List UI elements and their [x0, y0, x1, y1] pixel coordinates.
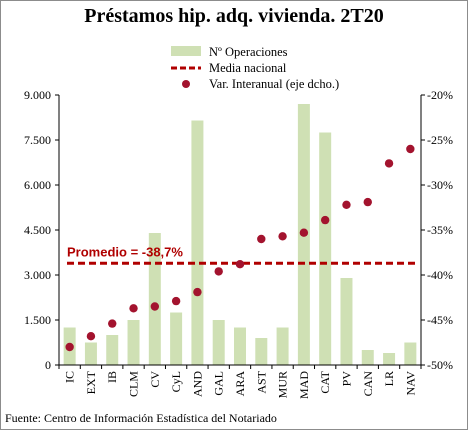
- dot-gal: [214, 267, 223, 276]
- legend: Nº Operaciones Media nacional Var. Interan…: [171, 45, 339, 91]
- left-tick-label: 3.000: [24, 268, 51, 282]
- left-tick-label: 6.000: [24, 178, 51, 192]
- right-tick-label: -40%: [427, 268, 453, 282]
- right-tick-label: -30%: [427, 178, 453, 192]
- dot-ib: [108, 319, 117, 328]
- left-tick-label: 0: [45, 358, 51, 372]
- dot-mur: [278, 232, 287, 241]
- x-tick-label: CAN: [361, 371, 375, 397]
- right-tick-label: -50%: [427, 358, 453, 372]
- right-tick-label: -20%: [427, 88, 453, 102]
- axes-layer: [55, 94, 425, 369]
- legend-label-dots: Var. Interanual (eje dcho.): [209, 77, 339, 91]
- right-tick-label: -35%: [427, 223, 453, 237]
- dot-cv: [150, 302, 160, 311]
- dots-layer: [65, 144, 415, 352]
- dot-ara: [235, 260, 245, 269]
- left-tick-label: 9.000: [24, 88, 51, 102]
- x-tick-label: AST: [254, 370, 268, 393]
- right-tick-label: -25%: [427, 133, 453, 147]
- x-tick-label: NAV: [403, 371, 417, 396]
- x-tick-label: EXT: [84, 370, 98, 394]
- dot-ast: [257, 234, 266, 244]
- legend-label-mean: Media nacional: [209, 61, 287, 75]
- bar-ib: [106, 335, 119, 365]
- bar-lr: [383, 353, 396, 365]
- chart-svg: 0 1.500 3.000 4.500 6.000 7.500 9.000 -50% -45% -…: [24, 45, 453, 399]
- x-tick-label: IB: [105, 371, 119, 383]
- bars-layer: [63, 104, 417, 365]
- legend-dot-swatch: [182, 80, 190, 88]
- legend-bar-swatch: [171, 46, 201, 56]
- dot-lr: [384, 159, 394, 168]
- dot-and: [193, 287, 202, 297]
- bar-ara: [234, 327, 246, 365]
- dot-can: [363, 197, 372, 207]
- bar-can: [361, 350, 374, 365]
- bar-cat: [319, 132, 332, 365]
- left-tick-label: 1.500: [24, 313, 51, 327]
- bar-pv: [340, 278, 353, 365]
- left-tick-label: 4.500: [24, 223, 51, 237]
- x-tick-label: IC: [63, 371, 77, 383]
- bar-mur: [276, 327, 289, 365]
- x-tick-label: CyL: [169, 371, 183, 392]
- dot-mad: [299, 228, 309, 237]
- dot-ic: [65, 342, 74, 352]
- bar-clm: [127, 320, 140, 365]
- right-tick-label: -45%: [427, 313, 453, 327]
- dot-pv: [342, 200, 351, 209]
- bar-and: [191, 120, 204, 365]
- bar-ast: [255, 338, 268, 365]
- x-tick-label: ARA: [233, 371, 247, 397]
- dot-nav: [406, 144, 415, 154]
- bar-nav: [404, 342, 417, 365]
- x-tick-label: GAL: [212, 371, 226, 396]
- bar-gal: [212, 320, 225, 365]
- bar-cv: [148, 233, 161, 365]
- dot-ext: [86, 332, 96, 341]
- source-note: Fuente: Centro de Información Estadístic…: [5, 411, 277, 425]
- mean-annotation: Promedio = -38,7%: [67, 244, 183, 259]
- dot-cyl: [171, 296, 181, 306]
- dot-cat: [320, 215, 330, 225]
- left-tick-label: 7.500: [24, 133, 51, 147]
- x-tick-label: CAT: [318, 370, 332, 393]
- bar-cyl: [170, 312, 183, 365]
- tick-labels-layer: 0 1.500 3.000 4.500 6.000 7.500 9.000 -50% -45% -…: [24, 88, 453, 399]
- x-tick-label: AND: [190, 371, 204, 397]
- bar-ext: [84, 342, 97, 365]
- x-tick-label: CV: [148, 371, 162, 388]
- chart-title: Préstamos hip. adq. vivienda. 2T20: [84, 5, 384, 27]
- dot-clm: [129, 304, 138, 313]
- legend-label-bars: Nº Operaciones: [209, 45, 288, 59]
- x-tick-label: MUR: [276, 371, 290, 398]
- x-tick-label: PV: [339, 371, 353, 387]
- x-tick-label: LR: [382, 371, 396, 386]
- x-tick-label: CLM: [127, 371, 141, 397]
- x-tick-label: MAD: [297, 371, 311, 399]
